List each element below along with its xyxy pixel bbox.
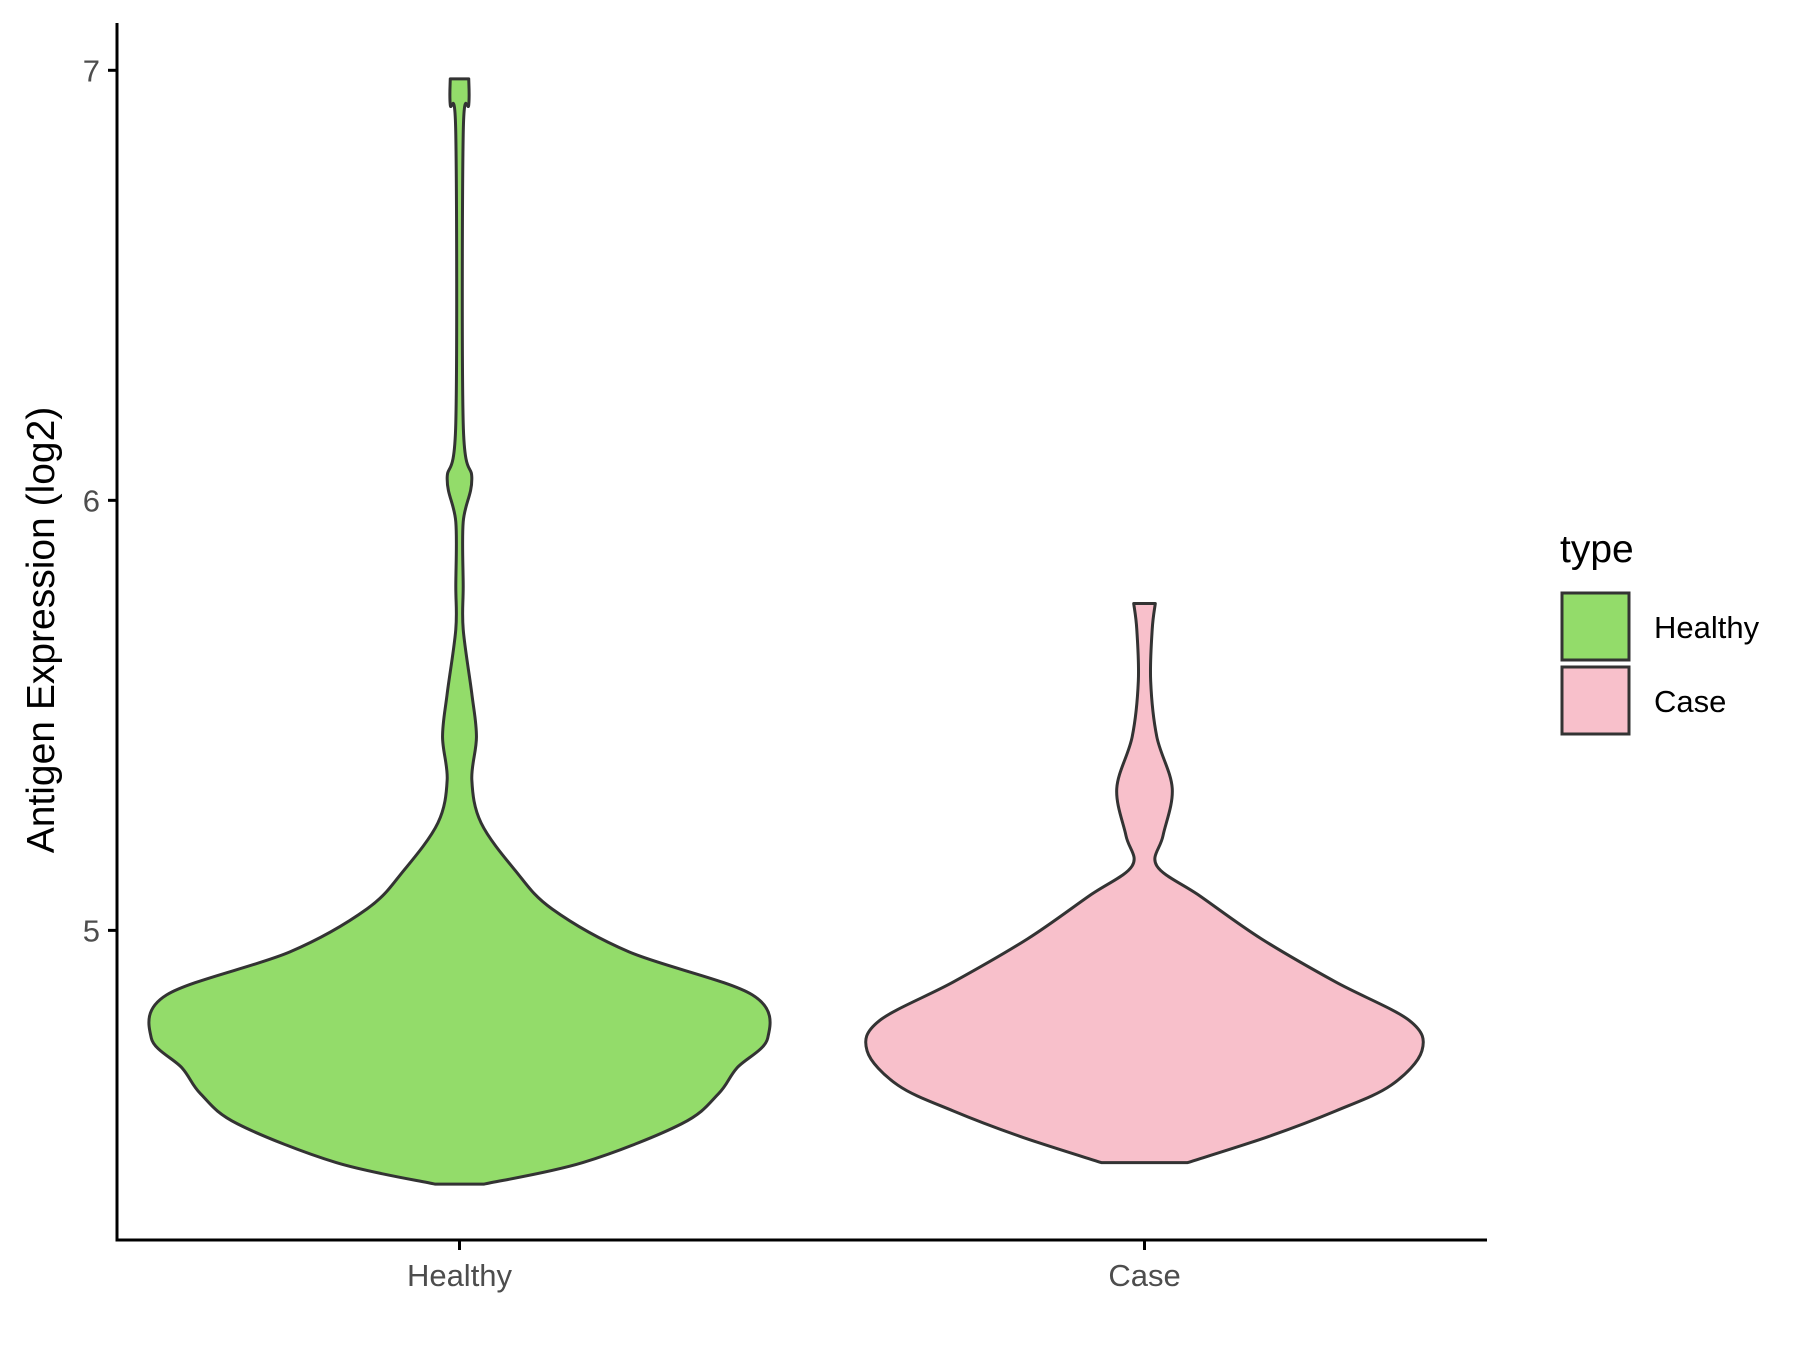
legend-label-healthy: Healthy <box>1654 610 1760 645</box>
violin-healthy <box>147 77 772 1186</box>
x-tick-label-healthy: Healthy <box>407 1258 513 1293</box>
y-tick-label: 5 <box>83 913 100 948</box>
y-ticks: 5 6 7 <box>83 53 117 948</box>
x-tick-label-case: Case <box>1108 1258 1180 1293</box>
y-tick-label: 7 <box>83 53 100 88</box>
legend-label-case: Case <box>1654 684 1726 719</box>
x-ticks: Healthy Case <box>407 1240 1181 1293</box>
violins <box>147 77 1425 1186</box>
legend: type Healthy Case <box>1560 528 1760 736</box>
violin-case <box>864 602 1425 1165</box>
legend-title: type <box>1560 528 1634 571</box>
y-axis-title: Antigen Expression (log2) <box>20 407 63 854</box>
y-tick-label: 6 <box>83 483 100 518</box>
legend-key-case <box>1560 665 1631 736</box>
legend-key-healthy <box>1560 591 1631 662</box>
